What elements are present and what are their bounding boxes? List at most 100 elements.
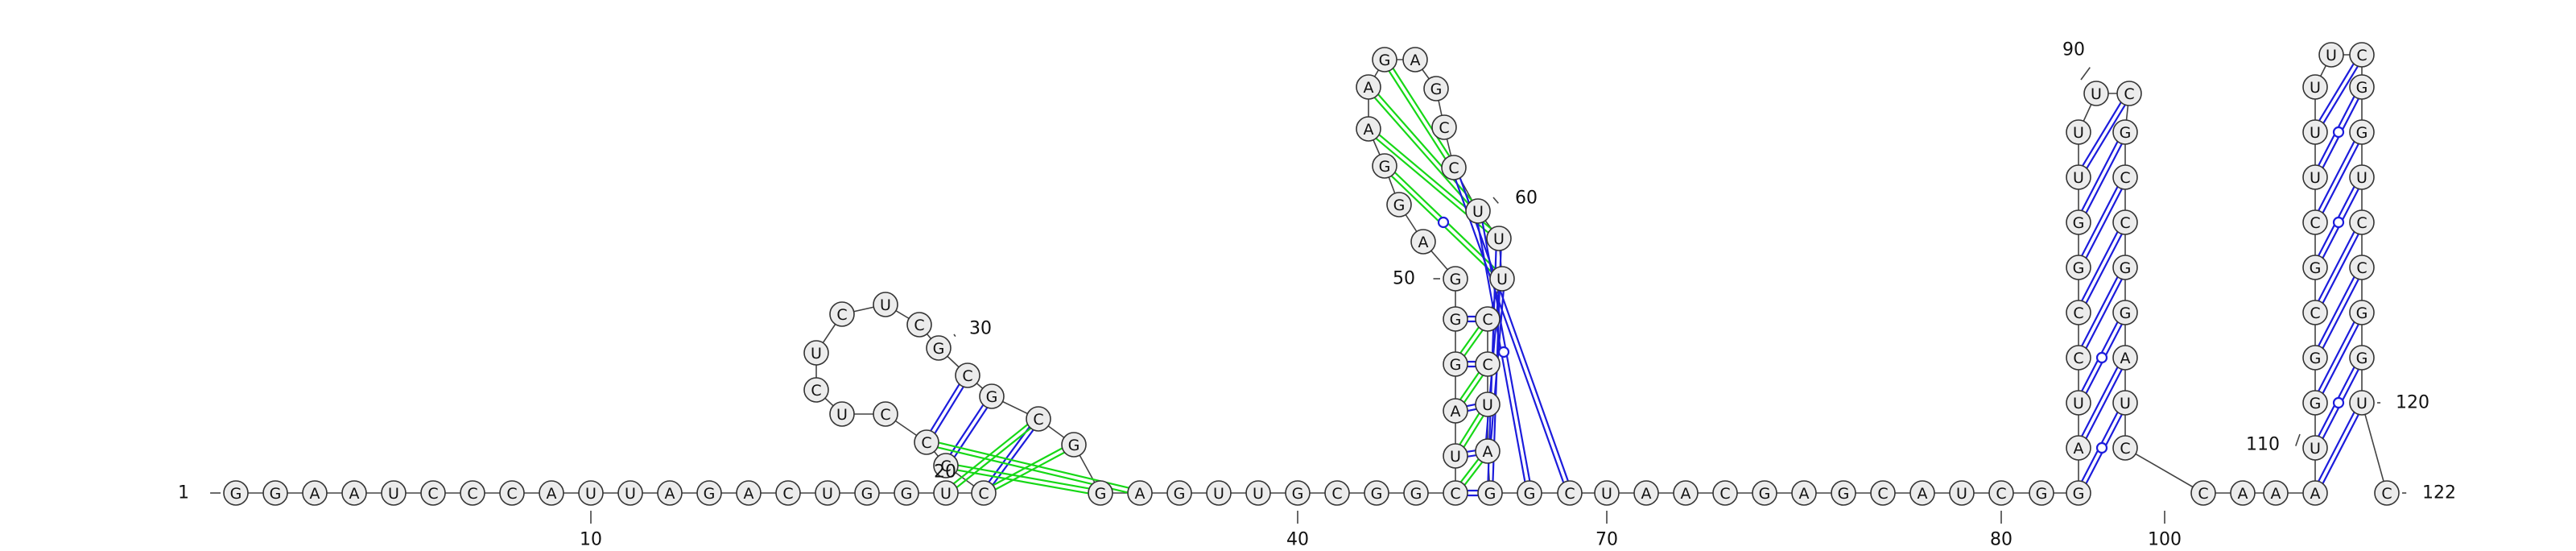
nucleotide: U bbox=[830, 402, 854, 426]
nucleotide-letter: C bbox=[2120, 169, 2130, 187]
nucleotide: G bbox=[1088, 481, 1113, 505]
nucleotide: C bbox=[956, 363, 980, 387]
nucleotide-letter: U bbox=[2073, 124, 2084, 142]
nucleotide: G bbox=[2350, 75, 2374, 99]
nucleotide-letter: G bbox=[230, 485, 242, 503]
nucleotide-letter: U bbox=[836, 406, 848, 424]
nucleotide-letter: G bbox=[2073, 485, 2085, 503]
nucleotide-letter: G bbox=[1759, 485, 1771, 503]
nucleotide-letter: A bbox=[1451, 403, 1461, 420]
nucleotide-letter: A bbox=[2238, 485, 2248, 503]
nucleotide-letter: U bbox=[1601, 485, 1612, 503]
nucleotide: G bbox=[894, 481, 919, 505]
nucleotide-letter: G bbox=[986, 388, 998, 406]
nucleotide-letter: U bbox=[388, 485, 399, 503]
position-label: 110 bbox=[2246, 434, 2300, 455]
nucleotide: C bbox=[1432, 115, 1456, 139]
nucleotide-letter: A bbox=[2310, 485, 2321, 503]
nucleotide-letter: G bbox=[933, 340, 945, 358]
nucleotide-letter: U bbox=[880, 296, 891, 314]
nucleotide-letter: A bbox=[310, 485, 320, 503]
nucleotide-letter: G bbox=[2120, 304, 2132, 322]
position-label-leader bbox=[1493, 197, 1498, 203]
nucleotide: G bbox=[1752, 481, 1777, 505]
nucleotide: C bbox=[2066, 300, 2091, 325]
nucleotide-letter: G bbox=[2310, 395, 2322, 412]
nucleotide-letter: U bbox=[2073, 395, 2084, 412]
position-label: 60 bbox=[1493, 188, 1538, 209]
nucleotide: G bbox=[697, 481, 721, 505]
position-label-text: 30 bbox=[969, 319, 992, 339]
nucleotide-letter: A bbox=[547, 485, 557, 503]
nucleotide: U bbox=[934, 481, 958, 505]
nucleotide: A bbox=[1443, 399, 1468, 423]
nucleotide-letter: G bbox=[1450, 356, 1462, 374]
nucleotide-letter: U bbox=[2356, 395, 2368, 412]
nucleotide-letter: U bbox=[1450, 448, 1461, 466]
nucleotide-letter: C bbox=[1033, 411, 1043, 429]
nucleotide: G bbox=[2303, 346, 2327, 370]
nucleotide-letter: G bbox=[2310, 350, 2322, 367]
nucleotide: C bbox=[460, 481, 485, 505]
base-pair-layer bbox=[924, 53, 2363, 495]
nucleotide: G bbox=[2113, 255, 2137, 280]
nucleotide: C bbox=[1476, 307, 1500, 331]
nucleotide: C bbox=[1713, 481, 1737, 505]
nucleotide-letter: G bbox=[1524, 485, 1536, 503]
position-label-text: 120 bbox=[2396, 393, 2429, 413]
nucleotide: A bbox=[342, 481, 366, 505]
nucleotide-letter: C bbox=[2356, 47, 2367, 64]
nucleotide: A bbox=[539, 481, 564, 505]
nucleotide-letter: A bbox=[2074, 440, 2084, 458]
nucleotide: U bbox=[2303, 436, 2327, 460]
nucleotide-letter: G bbox=[1095, 485, 1107, 503]
nucleotide: C bbox=[776, 481, 800, 505]
position-label: 20 bbox=[934, 462, 956, 483]
nucleotide: U bbox=[2303, 165, 2327, 189]
wobble-pair-marker bbox=[1439, 218, 1448, 227]
nucleotide-letter: G bbox=[2036, 485, 2048, 503]
nucleotide-letter: G bbox=[2120, 259, 2132, 277]
nucleotide: U bbox=[2066, 120, 2091, 144]
nucleotide: G bbox=[1831, 481, 1856, 505]
nucleotide: C bbox=[1026, 407, 1051, 431]
nucleotide-letter: G bbox=[2310, 259, 2322, 277]
nucleotide: U bbox=[873, 292, 898, 317]
nucleotide-letter: C bbox=[2124, 85, 2134, 103]
nucleotide: G bbox=[2113, 120, 2137, 144]
position-label-text: 20 bbox=[934, 462, 956, 483]
nucleotide: C bbox=[2350, 210, 2374, 234]
nucleotide: C bbox=[1325, 481, 1349, 505]
nucleotide-letter: G bbox=[1379, 52, 1391, 69]
nucleotide: G bbox=[1387, 193, 1411, 217]
nucleotide: U bbox=[382, 481, 406, 505]
nucleotide-letter: C bbox=[921, 434, 931, 452]
nucleotide-letter: G bbox=[1450, 311, 1462, 329]
nucleotide: A bbox=[1910, 481, 1934, 505]
nucleotide-letter: G bbox=[1174, 485, 1186, 503]
nucleotide-letter: C bbox=[782, 485, 793, 503]
pseudoknot-pair bbox=[1367, 85, 1480, 213]
axis-tick-label: 40 bbox=[1286, 530, 1309, 550]
nucleotide: A bbox=[1128, 481, 1152, 505]
nucleotide-letter: A bbox=[1418, 234, 1429, 251]
position-label-text: 60 bbox=[1515, 188, 1538, 209]
nucleotide: C bbox=[1442, 155, 1466, 180]
nucleotide-letter: C bbox=[2073, 350, 2083, 367]
wobble-pair-marker bbox=[1499, 347, 1509, 357]
nucleotide-letter: C bbox=[1331, 485, 1342, 503]
nucleotide: G bbox=[224, 481, 248, 505]
nucleotide: G bbox=[1478, 481, 1502, 505]
nucleotide: A bbox=[2231, 481, 2255, 505]
nucleotide: G bbox=[1404, 481, 1428, 505]
nucleotide-letter: G bbox=[2120, 124, 2132, 142]
nucleotide-letter: C bbox=[2198, 485, 2208, 503]
wobble-pair-marker bbox=[2334, 218, 2343, 227]
nucleotide-letter: G bbox=[1393, 197, 1406, 214]
nucleotide-letter: U bbox=[2356, 169, 2368, 187]
nucleotide-letter: G bbox=[2356, 124, 2368, 142]
nucleotide: U bbox=[1466, 199, 1490, 223]
nucleotide: U bbox=[1950, 481, 1974, 505]
nucleotide: G bbox=[1167, 481, 1191, 505]
